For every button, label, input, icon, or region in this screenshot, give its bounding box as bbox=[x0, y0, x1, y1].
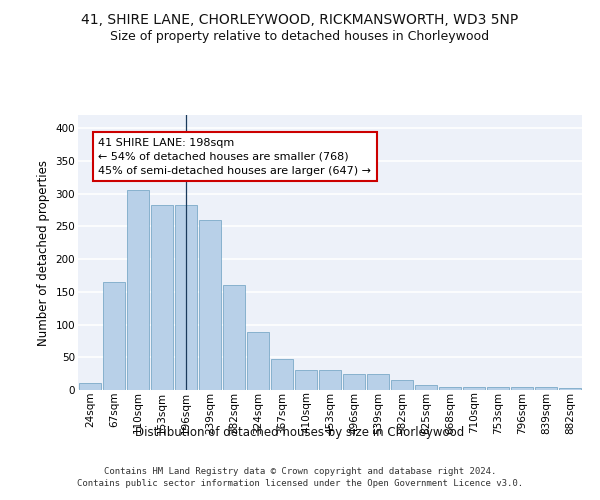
Bar bbox=[127, 190, 149, 390]
Bar bbox=[223, 285, 245, 390]
Bar bbox=[463, 386, 485, 390]
Bar bbox=[415, 385, 437, 390]
Bar bbox=[391, 380, 413, 390]
Text: Contains HM Land Registry data © Crown copyright and database right 2024.
Contai: Contains HM Land Registry data © Crown c… bbox=[77, 466, 523, 487]
Text: Distribution of detached houses by size in Chorleywood: Distribution of detached houses by size … bbox=[136, 426, 464, 439]
Bar bbox=[79, 384, 101, 390]
Bar bbox=[295, 370, 317, 390]
Text: Size of property relative to detached houses in Chorleywood: Size of property relative to detached ho… bbox=[110, 30, 490, 43]
Bar bbox=[103, 282, 125, 390]
Bar bbox=[439, 386, 461, 390]
Bar bbox=[175, 206, 197, 390]
Bar bbox=[271, 358, 293, 390]
Bar bbox=[535, 386, 557, 390]
Bar bbox=[559, 388, 581, 390]
Bar bbox=[199, 220, 221, 390]
Bar bbox=[343, 374, 365, 390]
Bar bbox=[367, 374, 389, 390]
Bar bbox=[247, 332, 269, 390]
Bar bbox=[487, 386, 509, 390]
Text: 41, SHIRE LANE, CHORLEYWOOD, RICKMANSWORTH, WD3 5NP: 41, SHIRE LANE, CHORLEYWOOD, RICKMANSWOR… bbox=[82, 12, 518, 26]
Y-axis label: Number of detached properties: Number of detached properties bbox=[37, 160, 50, 346]
Bar bbox=[511, 386, 533, 390]
Text: 41 SHIRE LANE: 198sqm
← 54% of detached houses are smaller (768)
45% of semi-det: 41 SHIRE LANE: 198sqm ← 54% of detached … bbox=[98, 138, 371, 176]
Bar bbox=[151, 206, 173, 390]
Bar bbox=[319, 370, 341, 390]
